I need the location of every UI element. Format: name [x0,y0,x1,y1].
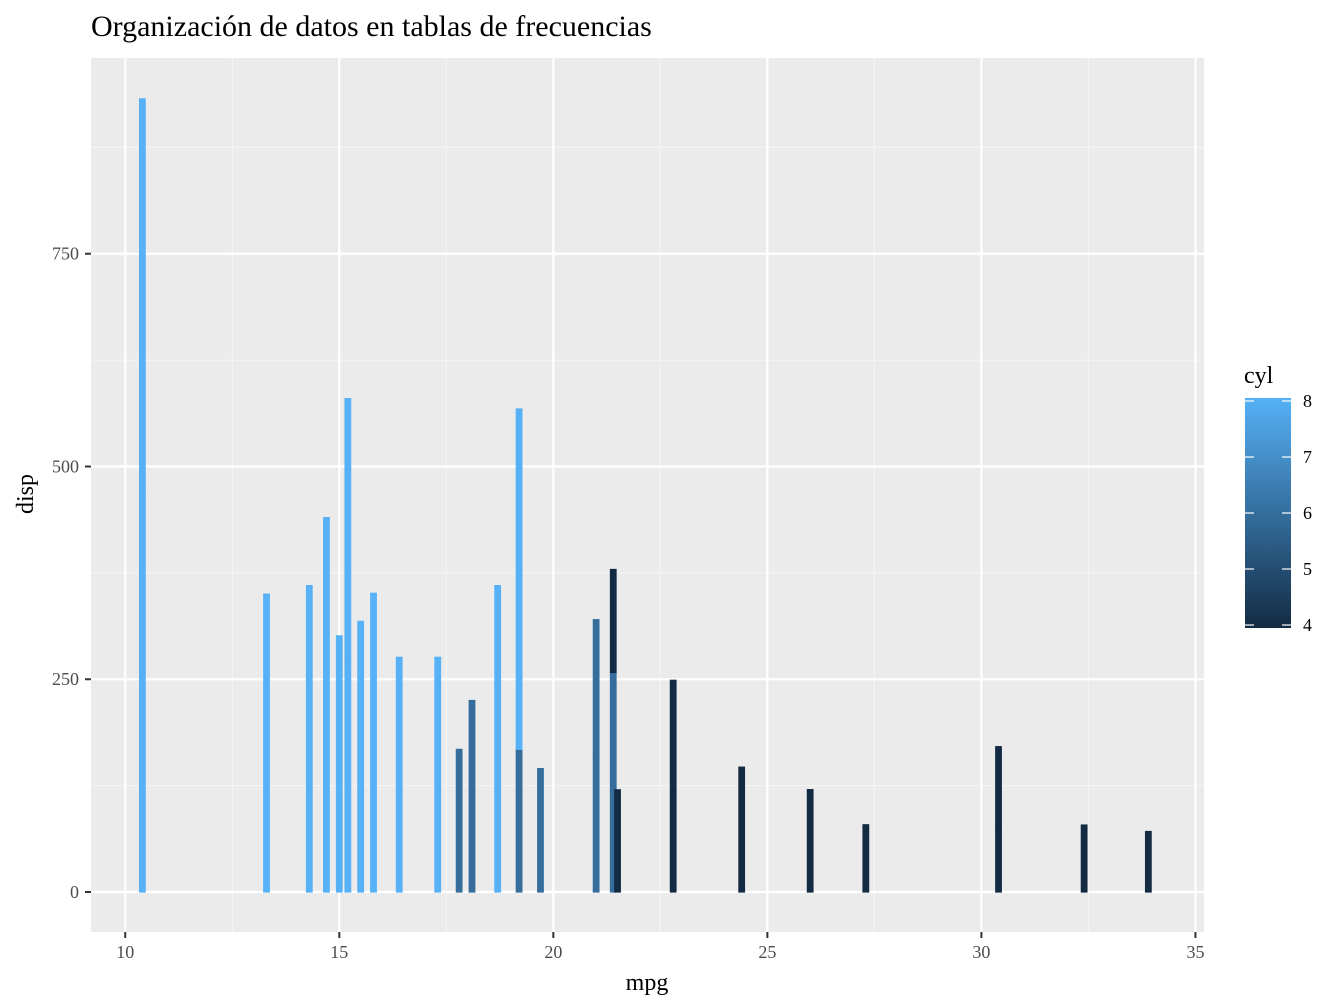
bar-mpg-18.1-seg-0 [468,699,476,893]
x-tick-label: 25 [758,942,776,962]
bar-mpg-19.7-seg-0 [537,768,544,893]
legend-ticks: 8 7 6 5 4 [1245,391,1312,635]
legend: cyl 8 7 6 5 4 [1244,363,1312,635]
y-axis-title: disp [13,474,39,514]
x-axis: 10 15 20 25 30 35 [116,932,1204,962]
y-tick-label: 500 [52,456,79,476]
y-tick-label: 0 [70,882,79,902]
bar-mpg-10.4-seg-1 [138,98,146,491]
bar-mpg-30.4-seg-0 [995,826,1002,893]
bar-mpg-13.3-seg-0 [263,593,270,893]
x-tick-label: 30 [972,942,990,962]
bar-mpg-14.3-seg-0 [305,585,313,893]
x-tick-label: 20 [544,942,562,962]
x-axis-title: mpg [626,970,669,996]
bar-mpg-22.8-seg-1 [669,679,677,801]
bar-mpg-22.8-seg-0 [669,799,677,893]
bar-mpg-30.4-seg-1 [995,746,1002,829]
bars [138,98,1152,893]
bar-mpg-15.2-seg-1 [344,397,352,658]
grid-major [91,58,1204,932]
x-tick-label: 15 [330,942,348,962]
legend-title: cyl [1244,363,1274,389]
bar-mpg-14.7-seg-0 [323,516,330,893]
bar-mpg-21.4-seg-1 [609,568,617,674]
bar-mpg-33.9-seg-0 [1144,830,1152,893]
plot-panel [91,58,1204,932]
chart-title: Organización de datos en tablas de frecu… [91,10,652,43]
bar-mpg-21.5-seg-0 [614,789,621,893]
grid-minor [91,58,1204,932]
bar-mpg-17.3-seg-0 [434,656,442,893]
bar-mpg-15.8-seg-0 [370,592,377,893]
bar-mpg-24.4-seg-0 [738,766,746,893]
bar-mpg-32.4-seg-0 [1080,824,1088,893]
bar-mpg-27.3-seg-0 [862,824,870,893]
x-tick-label: 35 [1186,942,1204,962]
bar-mpg-21-seg-1 [592,619,600,757]
bar-mpg-18.7-seg-0 [494,585,502,893]
bar-mpg-19.2-seg-0 [515,748,523,893]
legend-label: 8 [1303,391,1312,411]
bar-mpg-19.2-seg-1 [515,408,523,750]
y-axis: 0 250 500 750 [52,244,91,902]
legend-label: 5 [1303,559,1312,579]
legend-label: 6 [1303,503,1312,523]
bar-mpg-15-seg-0 [335,635,343,893]
legend-label: 4 [1303,615,1312,635]
bar-mpg-21-seg-0 [592,755,600,893]
bar-mpg-16.4-seg-0 [395,656,403,893]
bar-mpg-10.4-seg-0 [138,489,146,893]
bar-mpg-15.5-seg-0 [357,620,365,893]
x-tick-label: 10 [116,942,134,962]
y-tick-label: 750 [52,244,79,264]
y-tick-label: 250 [52,669,79,689]
bar-mpg-17.8-seg-0 [455,748,463,893]
legend-label: 7 [1303,447,1312,467]
bar-mpg-15.2-seg-0 [344,656,352,893]
bar-mpg-26-seg-0 [806,789,814,893]
